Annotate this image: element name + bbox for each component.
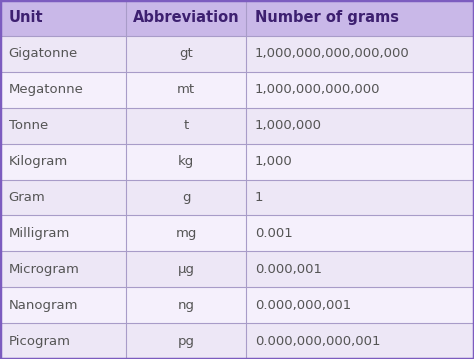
Text: 1: 1 [255,191,264,204]
Text: 1,000,000,000,000,000: 1,000,000,000,000,000 [255,47,410,60]
Text: Tonne: Tonne [9,119,48,132]
Text: 1,000: 1,000 [255,155,293,168]
Text: mg: mg [175,227,197,240]
Text: Gram: Gram [9,191,46,204]
Bar [246,215,474,251]
Bar [126,36,246,72]
Text: mt: mt [177,83,195,96]
Text: pg: pg [178,335,194,348]
Text: gt: gt [179,47,193,60]
Text: kg: kg [178,155,194,168]
Bar [246,251,474,287]
Bar [126,323,246,359]
Text: Microgram: Microgram [9,263,80,276]
Bar [0,323,126,359]
Bar [0,144,126,180]
Bar [246,108,474,144]
Bar [246,323,474,359]
Text: 1,000,000,000,000: 1,000,000,000,000 [255,83,381,96]
Text: Unit: Unit [9,10,43,25]
Text: 0.000,000,000,001: 0.000,000,000,001 [255,335,381,348]
Bar [0,72,126,108]
Text: Number of grams: Number of grams [255,10,399,25]
Bar [246,36,474,72]
Bar [246,144,474,180]
Bar [0,180,126,215]
Bar [246,72,474,108]
Bar [0,108,126,144]
Text: Gigatonne: Gigatonne [9,47,78,60]
Bar [0,0,126,36]
Text: ng: ng [178,299,194,312]
Text: Milligram: Milligram [9,227,70,240]
Bar [126,108,246,144]
Text: μg: μg [178,263,194,276]
Bar [126,287,246,323]
Bar [126,251,246,287]
Bar [0,287,126,323]
Bar [246,180,474,215]
Text: Picogram: Picogram [9,335,71,348]
Text: 1,000,000: 1,000,000 [255,119,322,132]
Text: 0.000,001: 0.000,001 [255,263,322,276]
Text: Megatonne: Megatonne [9,83,83,96]
Text: Kilogram: Kilogram [9,155,68,168]
Bar [126,72,246,108]
Bar [0,36,126,72]
Text: 0.001: 0.001 [255,227,293,240]
Text: Nanogram: Nanogram [9,299,78,312]
Bar [0,215,126,251]
Bar [0,251,126,287]
Bar [126,180,246,215]
Text: t: t [183,119,189,132]
Bar [126,215,246,251]
Bar [246,287,474,323]
Bar [246,0,474,36]
Bar [126,144,246,180]
Text: 0.000,000,001: 0.000,000,001 [255,299,351,312]
Text: g: g [182,191,190,204]
Bar [126,0,246,36]
Text: Abbreviation: Abbreviation [133,10,239,25]
